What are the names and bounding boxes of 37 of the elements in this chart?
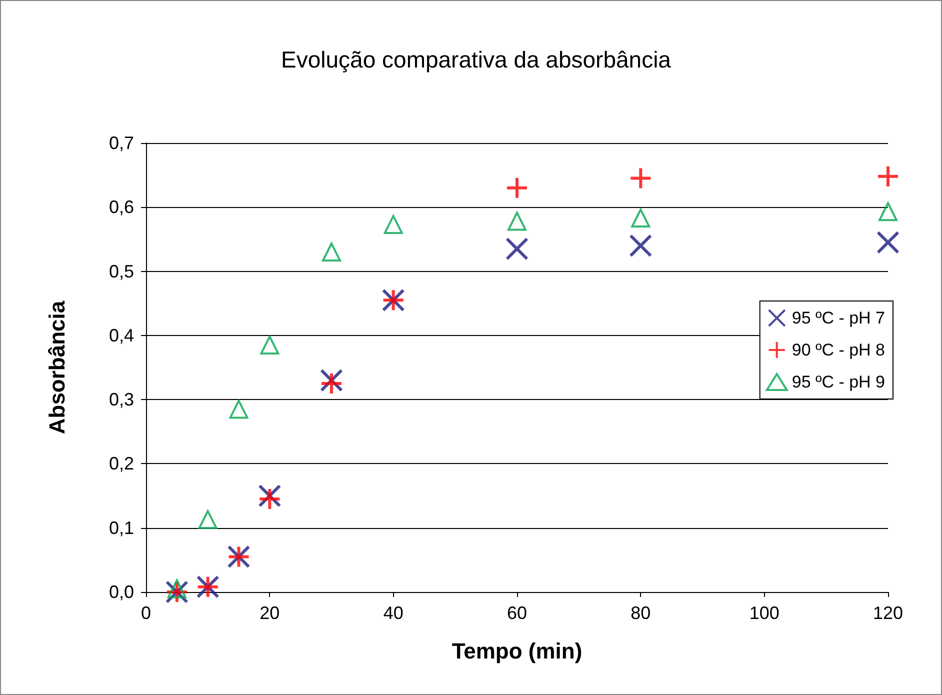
- legend-label: 95 ºC - pH 9: [792, 372, 886, 392]
- y-tick-label: 0,4: [108, 325, 134, 346]
- chart-title: Evolução comparativa da absorbância: [281, 46, 672, 72]
- point: [384, 214, 403, 234]
- x-tick-label: 0: [140, 603, 152, 623]
- x-axis-title: Tempo (min): [452, 638, 582, 664]
- point: [876, 230, 900, 254]
- x-tick-label: 120: [872, 603, 904, 623]
- y-tick-label: 0,0: [108, 582, 134, 602]
- legend-label: 95 ºC - pH 7: [792, 308, 886, 328]
- point: [629, 166, 652, 190]
- y-tick-label: 0,6: [108, 197, 134, 218]
- x-tick-label: 20: [260, 603, 280, 623]
- y-tick-label: 0,3: [108, 390, 134, 410]
- point: [229, 400, 248, 419]
- point: [876, 164, 900, 188]
- point: [167, 579, 186, 598]
- point: [878, 202, 898, 222]
- point: [320, 372, 343, 396]
- x-tick-label: 80: [630, 603, 651, 623]
- point: [631, 208, 650, 228]
- point: [506, 237, 528, 260]
- y-tick-label: 0,7: [108, 133, 134, 153]
- y-tick-label: 0,1: [108, 518, 134, 538]
- point: [629, 234, 652, 258]
- legend-label: 90 ºC - pH 8: [792, 340, 886, 360]
- point: [508, 212, 526, 231]
- y-tick-label: 0,5: [108, 261, 134, 282]
- point: [506, 176, 528, 200]
- y-tick-label: 0,2: [108, 454, 134, 474]
- point: [260, 336, 280, 355]
- x-tick-label: 60: [506, 603, 528, 623]
- y-axis-title: Absorbância: [44, 300, 70, 434]
- x-tick-label: 40: [383, 603, 404, 623]
- point: [322, 242, 341, 262]
- point: [198, 510, 218, 530]
- x-tick-label: 100: [749, 603, 780, 623]
